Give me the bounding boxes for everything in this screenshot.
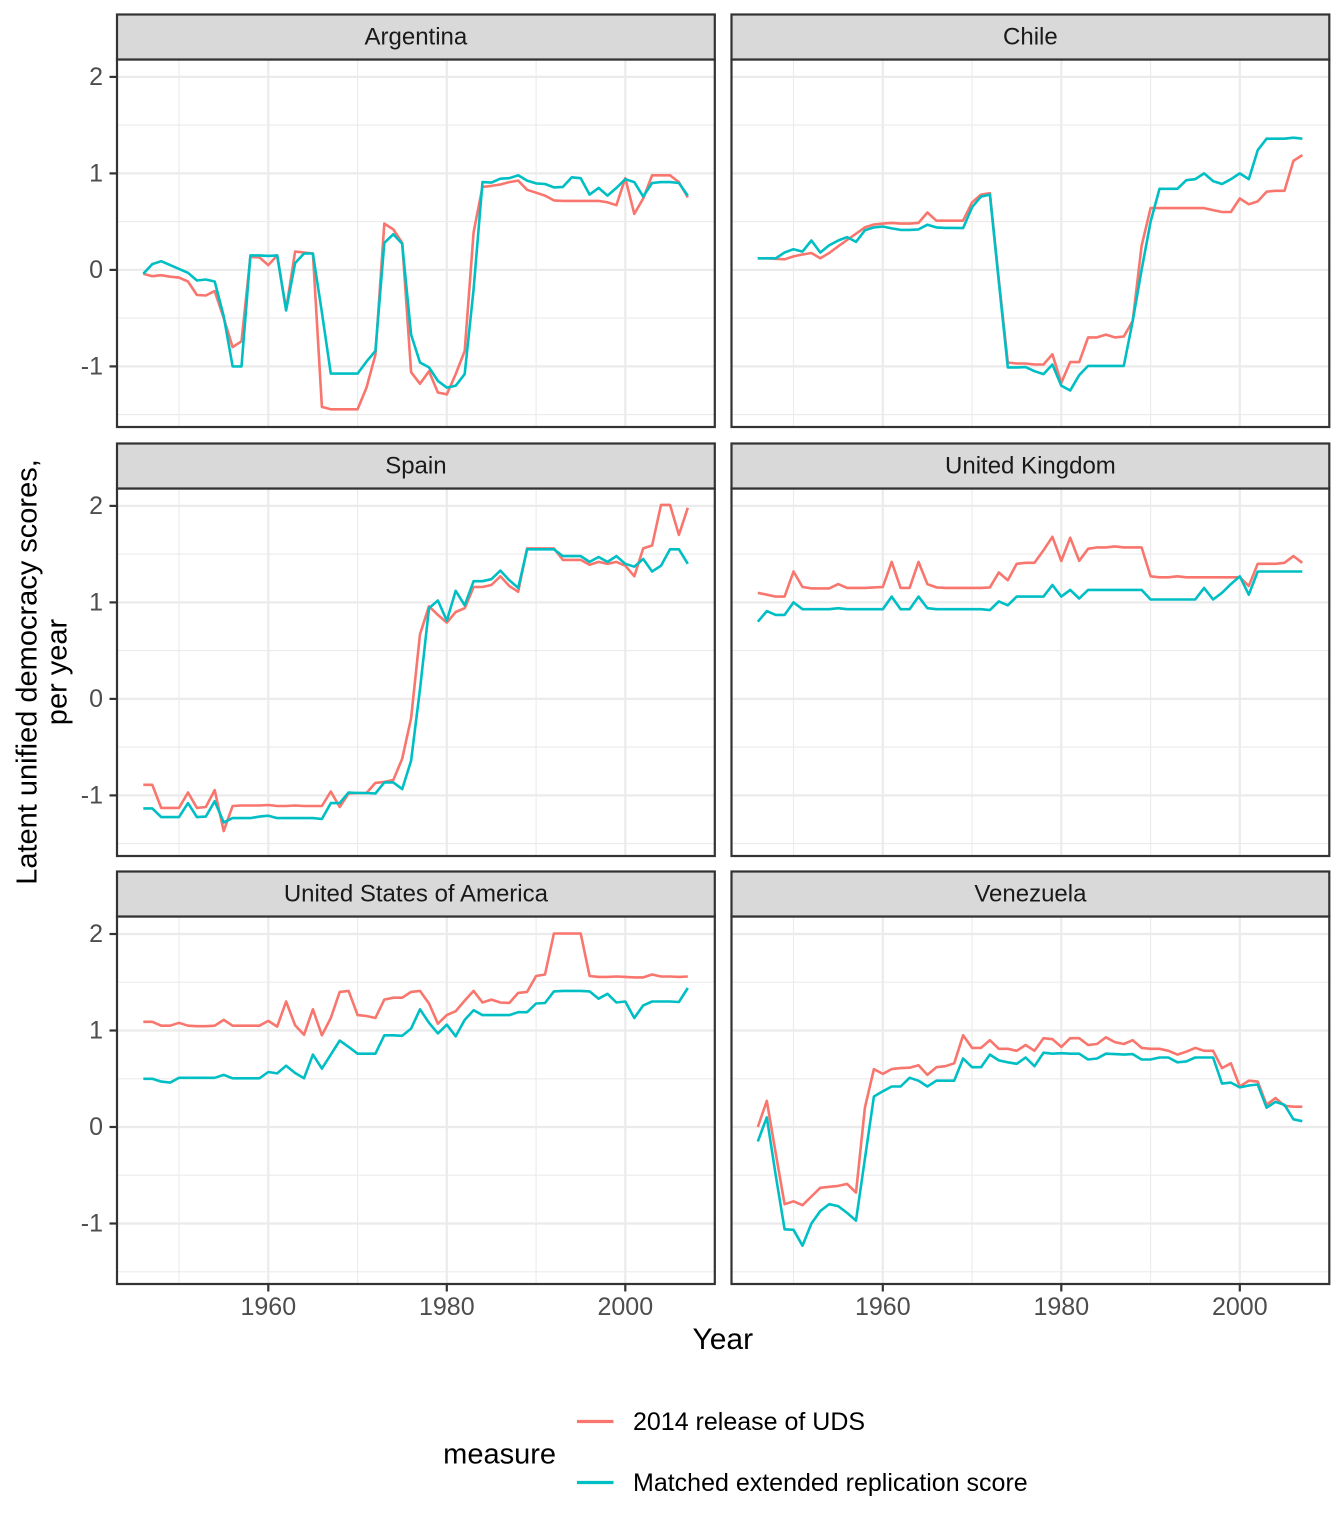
svg-text:Argentina: Argentina (365, 24, 468, 51)
svg-text:0: 0 (89, 256, 103, 284)
svg-text:Venezuela: Venezuela (974, 881, 1087, 908)
svg-text:1: 1 (89, 1017, 103, 1045)
svg-text:1960: 1960 (855, 1293, 911, 1321)
svg-text:-1: -1 (81, 781, 103, 809)
svg-text:1: 1 (89, 588, 103, 616)
svg-text:United Kingdom: United Kingdom (945, 453, 1116, 480)
svg-text:1: 1 (89, 159, 103, 187)
svg-text:0: 0 (89, 1113, 103, 1141)
svg-text:2: 2 (89, 63, 103, 91)
svg-text:0: 0 (89, 685, 103, 713)
svg-text:Year: Year (692, 1323, 753, 1356)
svg-text:Latent unified democracy score: Latent unified democracy scores,per year (12, 459, 74, 885)
svg-text:2014 release of UDS: 2014 release of UDS (633, 1408, 865, 1436)
svg-text:1980: 1980 (1033, 1293, 1089, 1321)
svg-text:United States of America: United States of America (284, 881, 549, 908)
svg-text:Matched extended replication s: Matched extended replication score (633, 1469, 1028, 1497)
svg-text:Chile: Chile (1003, 24, 1058, 51)
svg-text:1980: 1980 (419, 1293, 475, 1321)
svg-text:2: 2 (89, 920, 103, 948)
svg-text:2000: 2000 (1212, 1293, 1268, 1321)
svg-text:2000: 2000 (597, 1293, 653, 1321)
svg-text:measure: measure (443, 1439, 556, 1471)
svg-text:1960: 1960 (240, 1293, 296, 1321)
svg-text:-1: -1 (81, 1210, 103, 1238)
svg-text:Spain: Spain (385, 453, 446, 480)
svg-text:-1: -1 (81, 352, 103, 380)
svg-text:2: 2 (89, 492, 103, 520)
